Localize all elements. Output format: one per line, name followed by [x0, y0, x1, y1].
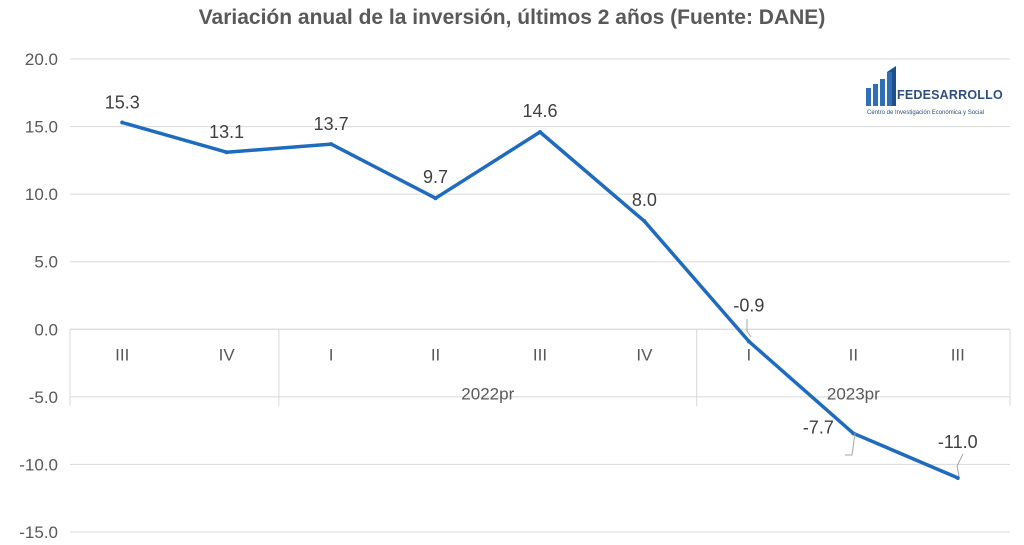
group-label: 2022pr [461, 384, 514, 403]
y-tick-label: 10.0 [25, 185, 58, 204]
data-label: 8.0 [632, 190, 657, 210]
x-tick-label: I [747, 345, 752, 364]
x-tick-label: IV [219, 345, 236, 364]
chart-title: Variación anual de la inversión, últimos… [198, 6, 826, 29]
data-point [433, 196, 438, 201]
data-label: -0.9 [733, 295, 764, 315]
leader-line [956, 453, 964, 477]
y-tick-label: -15.0 [19, 523, 58, 542]
y-tick-label: -5.0 [29, 388, 58, 407]
data-label: 15.3 [105, 93, 140, 113]
data-label: -11.0 [938, 432, 978, 452]
x-tick-label: III [533, 345, 547, 364]
series-line [120, 120, 960, 480]
data-point [642, 219, 647, 224]
y-tick-label: 0.0 [34, 320, 58, 339]
y-axis: 20.0 15.0 10.0 5.0 0.0 -5.0 -10.0 -15.0 [19, 50, 58, 542]
x-tick-label: II [849, 345, 858, 364]
data-label: 9.7 [423, 167, 448, 187]
x-tick-label: II [431, 345, 440, 364]
logo-name: FEDESARROLLO [897, 88, 1003, 102]
data-point [746, 339, 751, 344]
data-point [224, 150, 229, 155]
y-tick-label: 5.0 [34, 253, 58, 272]
data-labels: 15.3 13.1 13.7 9.7 14.6 8.0 -0.9 -7.7 -11.0 [105, 93, 978, 477]
leader-line [746, 319, 752, 338]
logo-subtitle: Centro de Investigación Económica y Soci… [867, 110, 985, 116]
data-point [329, 142, 334, 147]
group-label: 2023pr [827, 384, 880, 403]
data-point [538, 129, 542, 134]
data-point [955, 475, 960, 480]
x-tick-label: III [115, 345, 129, 364]
data-label: -7.7 [803, 417, 834, 437]
data-label: 13.7 [314, 114, 349, 134]
data-label: 13.1 [209, 122, 244, 142]
leader-line [845, 432, 856, 456]
logo-bars-icon [866, 66, 896, 106]
y-tick-label: 15.0 [25, 118, 58, 137]
x-tick-label: IV [636, 345, 653, 364]
y-tick-label: 20.0 [25, 50, 58, 69]
data-point [120, 120, 125, 125]
y-tick-label: -10.0 [19, 455, 58, 474]
x-tick-label: III [951, 345, 965, 364]
x-tick-label: I [329, 345, 334, 364]
data-label: 14.6 [522, 101, 557, 121]
fedesarrollo-logo: FEDESARROLLO Centro de Investigación Eco… [864, 66, 1014, 126]
